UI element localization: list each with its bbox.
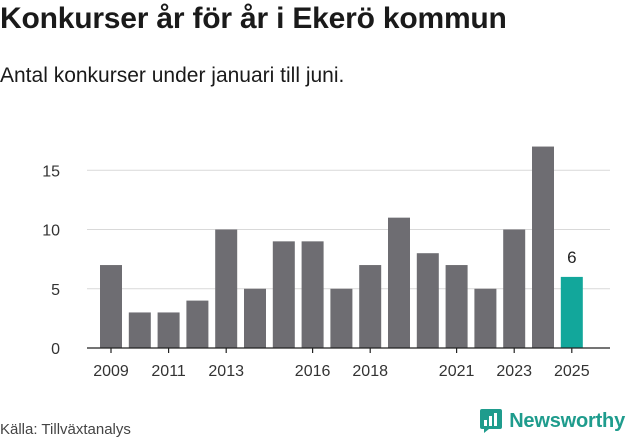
bar-2025: [560, 276, 583, 348]
data-labels: 6: [567, 248, 576, 267]
x-tick-label: 2021: [439, 363, 475, 380]
bar-2014: [244, 288, 266, 348]
bar-2019: [388, 217, 410, 348]
x-tick-label: 2018: [352, 363, 388, 380]
bar-2023: [503, 229, 526, 348]
x-tick-label: 2016: [295, 363, 331, 380]
gridlines: [87, 169, 610, 290]
data-label: 6: [567, 248, 576, 267]
bars: [100, 146, 583, 348]
bar-2017: [330, 288, 353, 348]
bar-2024: [532, 146, 554, 348]
y-tick-label: 0: [51, 341, 60, 358]
bar-2022: [474, 288, 497, 348]
x-axis-labels: 2009 2011 2013 2016 2018 2021 2023 2025: [93, 363, 589, 380]
y-axis-labels: 0 5 10 15: [42, 163, 60, 358]
brand-logo: Newsworthy: [479, 408, 625, 434]
bar-2018: [359, 265, 382, 348]
x-tick-label: 2013: [208, 363, 244, 380]
x-tick-label: 2023: [496, 363, 532, 380]
x-tick-label: 2025: [554, 363, 590, 380]
x-tick-label: 2011: [151, 363, 186, 380]
chart-subtitle: Antal konkurser under januari till juni.: [0, 64, 345, 87]
x-axis-ticks: [110, 348, 573, 353]
y-tick-label: 10: [42, 223, 60, 240]
y-tick-label: 15: [42, 163, 60, 180]
bar-2012: [186, 300, 209, 348]
bar-2016: [301, 241, 324, 348]
bar-2009: [100, 265, 122, 348]
bar-2011: [157, 312, 180, 348]
newsworthy-logo-icon: [480, 409, 503, 433]
x-tick-label: 2009: [93, 363, 129, 380]
bar-2015: [272, 241, 295, 348]
bar-2020: [416, 253, 439, 348]
chart-title: Konkurser år för år i Ekerö kommun: [0, 2, 507, 35]
source-note: Källa: Tillväxtanalys: [0, 421, 131, 438]
bar-2010: [128, 312, 151, 348]
y-tick-label: 5: [51, 282, 60, 299]
bar-2013: [215, 229, 238, 348]
bar-2021: [445, 265, 468, 348]
brand-name: Newsworthy: [509, 409, 625, 432]
